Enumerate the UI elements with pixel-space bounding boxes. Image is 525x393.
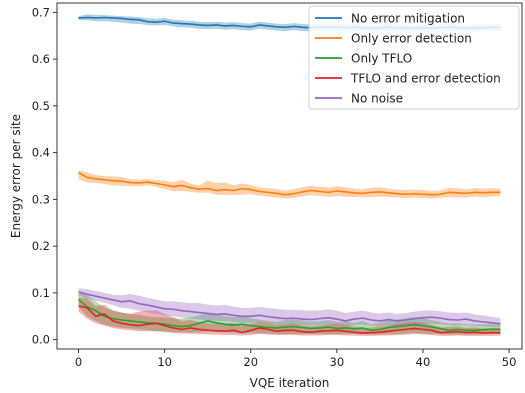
x-tick-label: 0 — [75, 355, 82, 369]
y-tick-label: 0.2 — [32, 239, 50, 253]
series-line-no-noise — [78, 291, 501, 325]
legend: No error mitigation Only error detection O… — [308, 5, 520, 110]
x-tick-label: 40 — [416, 355, 431, 369]
band-no-noise — [78, 288, 501, 328]
y-axis-label: Energy error per site — [9, 114, 23, 238]
legend-label-only-error-detection: Only error detection — [351, 32, 472, 46]
x-tick-label: 10 — [157, 355, 172, 369]
x-tick-label: 20 — [243, 355, 258, 369]
y-tick-label: 0.1 — [32, 286, 50, 300]
legend-frame — [308, 5, 520, 110]
y-axis-ticks: 0.0 0.1 0.2 0.3 0.4 0.5 0.6 0.7 — [32, 5, 57, 347]
series-line-only-tflo — [78, 298, 501, 332]
series-line-only-error-detection — [78, 172, 501, 196]
x-axis-label: VQE iteration — [250, 376, 330, 390]
y-tick-label: 0.4 — [32, 146, 50, 160]
band-only-tflo — [78, 291, 501, 335]
y-tick-label: 0.6 — [32, 52, 50, 66]
series-lines — [78, 16, 501, 334]
x-tick-label: 50 — [502, 355, 517, 369]
legend-label-no-noise: No noise — [351, 92, 403, 106]
y-tick-label: 0.5 — [32, 99, 50, 113]
y-tick-label: 0.7 — [32, 5, 50, 19]
y-tick-label: 0.3 — [32, 192, 50, 206]
band-only-error-detection — [78, 170, 501, 199]
series-line-tflo-and-error-detection — [78, 305, 501, 334]
axes: 0 10 20 30 40 50 0.0 0.1 0.2 0.3 0.4 0.5 0.6 0.7 VQE… — [9, 2, 523, 390]
legend-label-no-error-mitigation: No error mitigation — [351, 12, 465, 26]
plot-frame — [56, 2, 523, 350]
x-axis-ticks: 0 10 20 30 40 50 — [75, 349, 517, 369]
legend-label-only-tflo: Only TFLO — [351, 52, 412, 66]
legend-label-tflo-and-error-detection: TFLO and error detection — [350, 72, 501, 86]
x-tick-label: 30 — [330, 355, 345, 369]
y-tick-label: 0.0 — [32, 333, 50, 347]
